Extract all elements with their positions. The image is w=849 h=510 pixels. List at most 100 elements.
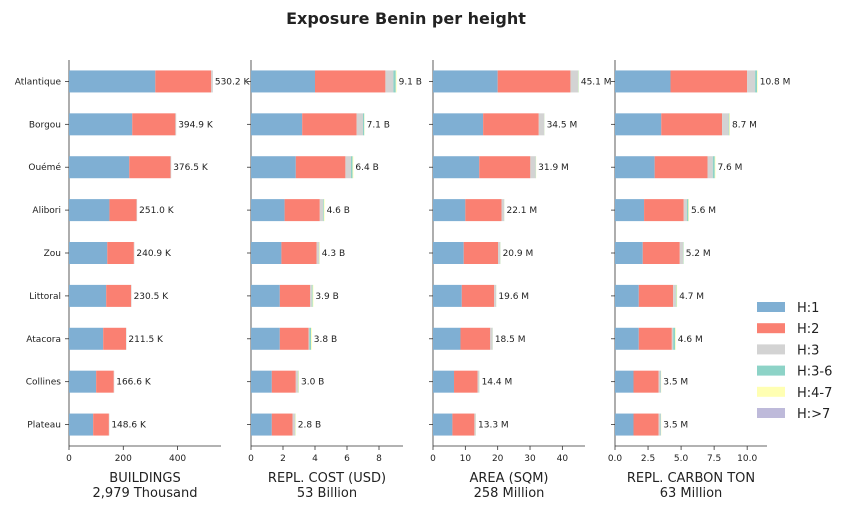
total-label-borgou: 8.7 M: [732, 120, 757, 130]
total-label-oueme: 376.5 K: [173, 163, 209, 173]
bar-oueme-h-4-7: [352, 156, 354, 179]
bar-collines-h-3: [295, 370, 299, 393]
bar-borgou-h-1: [251, 113, 303, 136]
bar-oueme-h-1: [433, 156, 480, 179]
bar-alibori-h-1: [251, 199, 285, 222]
bar-borgou-h-3-6: [728, 113, 730, 136]
total-label-alibori: 22.1 M: [506, 206, 537, 216]
bar-borgou-h-2: [302, 113, 357, 136]
x-axis-total-label: 53 Billion: [297, 486, 357, 501]
bar-alibori-h-3-6: [687, 199, 689, 222]
chart-title: Exposure Benin per height: [286, 9, 526, 28]
legend-label: H:1: [797, 301, 819, 316]
bar-littoral-h-1: [251, 284, 280, 307]
bar-alibori-h-4-7: [323, 199, 325, 222]
bar-oueme-h-3: [707, 156, 713, 179]
total-label-zou: 20.9 M: [503, 249, 534, 259]
bar-littoral-h-4-7: [676, 284, 678, 307]
legend-entry-h-3: H:3: [757, 343, 819, 358]
total-label-zou: 4.3 B: [322, 249, 345, 259]
legend-label: H:3-6: [797, 365, 832, 380]
bar-littoral-h-1: [433, 284, 462, 307]
total-label-atacora: 4.6 M: [678, 335, 703, 345]
bar-borgou-h-2: [132, 113, 176, 136]
panel-repl-cost-usd: 9.1 B 7.1 B 6.4 B 4.6 B 4.3 B 3.9 B 3.8 B 3.0 B…: [247, 60, 422, 501]
bar-oueme-h-2: [654, 156, 708, 179]
bar-atlantique-h-4-7: [395, 70, 397, 93]
category-label-plateau: Plateau: [27, 421, 61, 431]
total-label-zou: 5.2 M: [686, 249, 711, 259]
legend-swatch: [757, 323, 785, 334]
bar-atlantique-h-1: [615, 70, 671, 93]
category-label-borgou: Borgou: [29, 120, 61, 130]
bar-oueme-h-3: [170, 156, 172, 179]
legend-entry-h-3-6: H:3-6: [757, 365, 832, 380]
bar-atlantique-h-3: [385, 70, 394, 93]
bar-alibori-h-3-6: [323, 199, 324, 222]
x-tick-label: 2.5: [641, 454, 655, 464]
legend-entry-h-7: H:>7: [757, 407, 830, 422]
total-label-alibori: 251.0 K: [139, 206, 175, 216]
bar-collines-h-2: [96, 370, 114, 393]
bar-atlantique-h-1: [251, 70, 315, 93]
bar-oueme-h-2: [479, 156, 531, 179]
bar-atlantique-h-2: [497, 70, 571, 93]
x-axis-label: BUILDINGS: [109, 471, 180, 486]
x-tick-label: 7.5: [707, 454, 721, 464]
bar-atlantique-h-3-6: [755, 70, 758, 93]
x-tick-label: 400: [169, 454, 186, 464]
total-label-atlantique: 9.1 B: [399, 77, 422, 87]
bar-borgou-h-4-7: [729, 113, 730, 136]
total-label-collines: 14.4 M: [482, 378, 513, 388]
x-tick-label: 4: [312, 454, 318, 464]
bar-littoral-h-2: [279, 284, 311, 307]
bar-oueme-h-1: [69, 156, 130, 179]
bar-littoral-h-2: [638, 284, 674, 307]
bar-borgou-h-3: [175, 113, 177, 136]
bar-alibori-h-1: [615, 199, 645, 222]
x-tick-label: 0: [248, 454, 254, 464]
bar-borgou-h-2: [483, 113, 539, 136]
bar-plateau-h-2: [633, 413, 659, 436]
bar-plateau-h-1: [69, 413, 94, 436]
bar-littoral-h-1: [615, 284, 639, 307]
bar-atlantique-h-1: [69, 70, 156, 93]
x-tick-label: 40: [557, 454, 569, 464]
bar-atacora-h-3-6: [309, 327, 311, 350]
bar-plateau-h-3: [658, 413, 661, 436]
total-label-plateau: 2.8 B: [298, 421, 321, 431]
bar-atlantique-h-2: [155, 70, 212, 93]
bar-atlantique-h-1: [433, 70, 498, 93]
x-tick-label: 0.0: [608, 454, 623, 464]
total-label-plateau: 13.3 M: [478, 421, 509, 431]
category-label-oueme: Ouémé: [28, 162, 61, 173]
bar-borgou-h-1: [433, 113, 484, 136]
bar-collines-h-1: [433, 370, 455, 393]
total-label-atacora: 211.5 K: [128, 335, 164, 345]
bar-alibori-h-3: [501, 199, 505, 222]
bar-oueme-h-1: [615, 156, 655, 179]
total-label-atacora: 18.5 M: [495, 335, 526, 345]
total-label-borgou: 34.5 M: [547, 120, 578, 130]
bar-atacora-h-2: [103, 327, 126, 350]
bar-collines-h-2: [454, 370, 478, 393]
legend-label: H:>7: [797, 407, 830, 422]
legend-swatch: [757, 344, 785, 355]
bar-atacora-h-3: [490, 327, 493, 350]
bar-zou-h-3: [133, 242, 135, 264]
total-label-zou: 240.9 K: [136, 249, 172, 259]
bar-atlantique-h-3: [570, 70, 579, 93]
total-label-oueme: 6.4 B: [355, 163, 378, 173]
bar-alibori-h-3: [683, 199, 688, 222]
bar-oueme-h-3-6: [712, 156, 715, 179]
chart-legend: H:1 H:2 H:3 H:3-6 H:4-7 H:>7: [757, 301, 832, 422]
category-label-littoral: Littoral: [29, 292, 61, 302]
total-label-plateau: 148.6 K: [111, 421, 147, 431]
bar-zou-h-2: [107, 242, 134, 264]
total-label-atacora: 3.8 B: [314, 335, 337, 345]
bar-zou-h-2: [463, 242, 499, 264]
legend-entry-h-2: H:2: [757, 322, 819, 337]
total-label-alibori: 5.6 M: [691, 206, 716, 216]
bar-atacora-h-2: [460, 327, 491, 350]
